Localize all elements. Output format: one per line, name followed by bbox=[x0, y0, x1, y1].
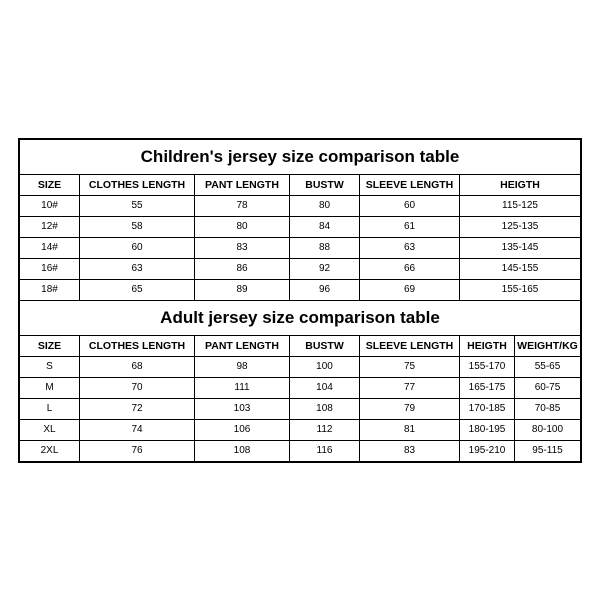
adult-header-row: SIZECLOTHES LENGTHPANT LENGTHBUSTWSLEEVE… bbox=[20, 336, 580, 357]
children-cell: 86 bbox=[195, 259, 290, 279]
children-cell: 63 bbox=[360, 238, 460, 258]
adult-cell: 112 bbox=[290, 420, 360, 440]
adult-cell: 108 bbox=[290, 399, 360, 419]
adult-cell: 79 bbox=[360, 399, 460, 419]
children-col-header: HEIGTH bbox=[460, 175, 580, 195]
children-cell: 63 bbox=[80, 259, 195, 279]
adult-cell: XL bbox=[20, 420, 80, 440]
children-cell: 92 bbox=[290, 259, 360, 279]
children-cell: 60 bbox=[360, 196, 460, 216]
children-row: 16#63869266145-155 bbox=[20, 259, 580, 280]
children-header-row: SIZECLOTHES LENGTHPANT LENGTHBUSTWSLEEVE… bbox=[20, 175, 580, 196]
adult-col-header: BUSTW bbox=[290, 336, 360, 356]
children-title: Children's jersey size comparison table bbox=[20, 140, 580, 175]
children-cell: 60 bbox=[80, 238, 195, 258]
children-col-header: BUSTW bbox=[290, 175, 360, 195]
adult-cell: 106 bbox=[195, 420, 290, 440]
adult-cell: 70-85 bbox=[515, 399, 580, 419]
adult-row: 2XL7610811683195-21095-115 bbox=[20, 441, 580, 461]
adult-cell: 103 bbox=[195, 399, 290, 419]
adult-cell: M bbox=[20, 378, 80, 398]
adult-cell: 95-115 bbox=[515, 441, 580, 461]
adult-cell: 55-65 bbox=[515, 357, 580, 377]
adult-cell: 74 bbox=[80, 420, 195, 440]
children-cell: 58 bbox=[80, 217, 195, 237]
children-cell: 84 bbox=[290, 217, 360, 237]
adult-title: Adult jersey size comparison table bbox=[20, 300, 580, 336]
children-cell: 89 bbox=[195, 280, 290, 300]
adult-cell: 170-185 bbox=[460, 399, 515, 419]
adult-cell: 81 bbox=[360, 420, 460, 440]
adult-cell: L bbox=[20, 399, 80, 419]
adult-row: M7011110477165-17560-75 bbox=[20, 378, 580, 399]
adult-cell: 2XL bbox=[20, 441, 80, 461]
adult-title-text: Adult jersey size comparison table bbox=[160, 308, 440, 328]
children-cell: 10# bbox=[20, 196, 80, 216]
adult-cell: 155-170 bbox=[460, 357, 515, 377]
children-cell: 83 bbox=[195, 238, 290, 258]
children-cell: 65 bbox=[80, 280, 195, 300]
adult-cell: 108 bbox=[195, 441, 290, 461]
children-cell: 80 bbox=[195, 217, 290, 237]
children-cell: 135-145 bbox=[460, 238, 580, 258]
adult-cell: 70 bbox=[80, 378, 195, 398]
adult-row: XL7410611281180-19580-100 bbox=[20, 420, 580, 441]
children-title-text: Children's jersey size comparison table bbox=[141, 147, 460, 167]
children-row: 14#60838863135-145 bbox=[20, 238, 580, 259]
children-cell: 18# bbox=[20, 280, 80, 300]
adult-col-header: SIZE bbox=[20, 336, 80, 356]
adult-cell: 100 bbox=[290, 357, 360, 377]
children-col-header: CLOTHES LENGTH bbox=[80, 175, 195, 195]
children-cell: 125-135 bbox=[460, 217, 580, 237]
adult-cell: 77 bbox=[360, 378, 460, 398]
children-row: 12#58808461125-135 bbox=[20, 217, 580, 238]
adult-cell: 60-75 bbox=[515, 378, 580, 398]
adult-row: L7210310879170-18570-85 bbox=[20, 399, 580, 420]
adult-cell: 83 bbox=[360, 441, 460, 461]
children-cell: 88 bbox=[290, 238, 360, 258]
children-cell: 96 bbox=[290, 280, 360, 300]
size-tables-sheet: Children's jersey size comparison table … bbox=[18, 138, 582, 463]
children-cell: 145-155 bbox=[460, 259, 580, 279]
children-cell: 14# bbox=[20, 238, 80, 258]
children-cell: 66 bbox=[360, 259, 460, 279]
adult-cell: 180-195 bbox=[460, 420, 515, 440]
adult-cell: 68 bbox=[80, 357, 195, 377]
children-cell: 80 bbox=[290, 196, 360, 216]
children-col-header: SLEEVE LENGTH bbox=[360, 175, 460, 195]
adult-col-header: WEIGHT/KG bbox=[515, 336, 580, 356]
adult-col-header: HEIGTH bbox=[460, 336, 515, 356]
adult-cell: 111 bbox=[195, 378, 290, 398]
children-row: 10#55788060115-125 bbox=[20, 196, 580, 217]
children-col-header: SIZE bbox=[20, 175, 80, 195]
adult-cell: 195-210 bbox=[460, 441, 515, 461]
children-cell: 61 bbox=[360, 217, 460, 237]
page-container: Children's jersey size comparison table … bbox=[0, 0, 600, 600]
children-cell: 16# bbox=[20, 259, 80, 279]
children-cell: 69 bbox=[360, 280, 460, 300]
children-cell: 12# bbox=[20, 217, 80, 237]
adult-cell: 72 bbox=[80, 399, 195, 419]
adult-cell: 80-100 bbox=[515, 420, 580, 440]
adult-cell: 165-175 bbox=[460, 378, 515, 398]
adult-col-header: SLEEVE LENGTH bbox=[360, 336, 460, 356]
children-cell: 78 bbox=[195, 196, 290, 216]
adult-cell: 104 bbox=[290, 378, 360, 398]
adult-col-header: CLOTHES LENGTH bbox=[80, 336, 195, 356]
adult-cell: S bbox=[20, 357, 80, 377]
adult-row: S689810075155-17055-65 bbox=[20, 357, 580, 378]
children-cell: 155-165 bbox=[460, 280, 580, 300]
adult-cell: 75 bbox=[360, 357, 460, 377]
adult-col-header: PANT LENGTH bbox=[195, 336, 290, 356]
adult-body: S689810075155-17055-65M7011110477165-175… bbox=[20, 357, 580, 461]
children-row: 18#65899669155-165 bbox=[20, 280, 580, 300]
children-cell: 55 bbox=[80, 196, 195, 216]
adult-cell: 116 bbox=[290, 441, 360, 461]
children-cell: 115-125 bbox=[460, 196, 580, 216]
children-body: 10#55788060115-12512#58808461125-13514#6… bbox=[20, 196, 580, 300]
children-col-header: PANT LENGTH bbox=[195, 175, 290, 195]
adult-cell: 98 bbox=[195, 357, 290, 377]
adult-cell: 76 bbox=[80, 441, 195, 461]
